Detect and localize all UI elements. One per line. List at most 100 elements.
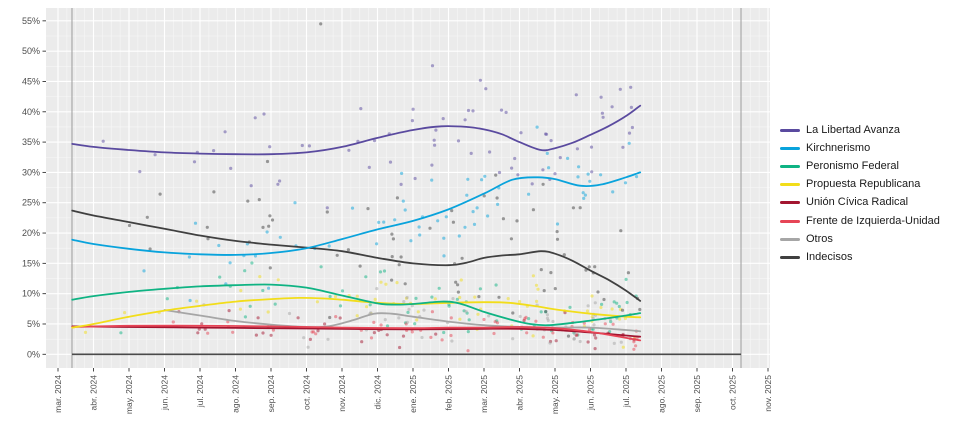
scatter-dot — [541, 335, 545, 339]
y-tick-label: 20% — [22, 228, 40, 238]
scatter-dot — [442, 330, 446, 335]
scatter-dot — [239, 289, 243, 293]
scatter-dot — [273, 302, 277, 306]
scatter-dot — [101, 139, 105, 143]
scatter-dot — [600, 111, 605, 115]
y-tick-label: 50% — [22, 46, 40, 56]
scatter-outlier-dot — [599, 95, 603, 99]
scatter-dot — [499, 108, 504, 112]
scatter-dot — [599, 173, 603, 177]
scatter-dot — [397, 316, 401, 320]
scatter-dot — [390, 278, 394, 282]
scatter-dot — [397, 263, 401, 267]
scatter-dot — [463, 118, 467, 122]
scatter-dot — [271, 328, 275, 332]
scatter-dot — [582, 196, 586, 200]
scatter-dot — [466, 108, 471, 113]
scatter-dot — [632, 340, 636, 344]
scatter-dot — [466, 177, 470, 181]
scatter-dot — [422, 308, 426, 312]
scatter-dot — [467, 318, 471, 322]
scatter-dot — [311, 330, 316, 334]
scatter-dot — [430, 295, 434, 299]
scatter-dot — [372, 139, 377, 143]
legend-entry-indecisos: Indecisos — [780, 248, 960, 266]
x-tick-label: ago. 2025 — [657, 375, 667, 413]
x-tick-label: jul. 2024 — [195, 375, 205, 408]
scatter-dot — [618, 317, 622, 321]
legend-swatch-ucr — [780, 201, 800, 205]
scatter-dot — [511, 311, 515, 315]
scatter-dot — [267, 286, 271, 290]
scatter-dot — [379, 323, 383, 327]
scatter-dot — [200, 322, 204, 326]
scatter-dot — [335, 253, 339, 257]
scatter-dot — [510, 166, 514, 170]
scatter-dot — [471, 210, 475, 214]
scatter-dot — [591, 316, 595, 320]
scatter-dot — [527, 317, 531, 321]
scatter-dot — [621, 345, 625, 349]
scatter-dot — [142, 269, 146, 273]
scatter-dot — [436, 219, 440, 223]
scatter-dot — [410, 119, 414, 123]
scatter-dot — [437, 286, 441, 290]
scatter-dot — [588, 179, 592, 183]
scatter-dot — [555, 222, 560, 226]
trend-line-k — [71, 171, 642, 256]
scatter-dot — [629, 105, 634, 109]
legend-entry-lla: La Libertad Avanza — [780, 121, 960, 139]
scatter-dot — [566, 156, 570, 160]
scatter-dot — [444, 215, 448, 219]
scatter-dot — [258, 275, 262, 279]
scatter-dot — [398, 345, 402, 350]
scatter-dot — [401, 334, 406, 338]
scatter-dot — [450, 339, 454, 343]
scatter-dot — [513, 156, 517, 161]
scatter-dot — [267, 224, 271, 228]
scatter-dot — [165, 297, 169, 301]
scatter-dot — [355, 314, 359, 318]
legend-label: Otros — [806, 232, 833, 245]
legend-swatch-otros — [780, 237, 800, 241]
scatter-dot — [257, 198, 261, 202]
scatter-dot — [535, 299, 539, 303]
scatter-dot — [400, 171, 404, 175]
scatter-dot — [432, 138, 436, 142]
scatter-dot — [573, 332, 577, 336]
scatter-dot — [539, 268, 543, 272]
scatter-dot — [338, 316, 342, 320]
scatter-dot — [589, 145, 594, 149]
scatter-dot — [231, 330, 235, 334]
scatter-dot — [390, 255, 394, 259]
scatter-dot — [519, 131, 523, 135]
chart-legend: La Libertad Avanza Kirchnerismo Peronismo … — [780, 121, 960, 267]
legend-swatch-indecisos — [780, 255, 800, 259]
scatter-dot — [618, 87, 622, 91]
scatter-dot — [590, 170, 594, 174]
scatter-dot — [623, 181, 628, 185]
scatter-dot — [609, 320, 613, 324]
scatter-dot — [434, 332, 438, 336]
scatter-dot — [405, 320, 409, 324]
scatter-dot — [266, 310, 270, 314]
scatter-dot — [562, 253, 566, 257]
scatter-dot — [619, 229, 623, 233]
scatter-dot — [623, 316, 628, 321]
scatter-dot — [193, 221, 198, 225]
scatter-dot — [369, 336, 374, 340]
scatter-dot — [410, 330, 414, 334]
scatter-dot — [261, 225, 265, 229]
scatter-dot — [328, 315, 332, 320]
scatter-dot — [506, 297, 510, 301]
scatter-dot — [610, 307, 614, 311]
scatter-dot — [382, 220, 386, 224]
plot-background — [46, 8, 770, 368]
scatter-dot — [340, 289, 345, 293]
scatter-dot — [488, 150, 492, 154]
scatter-outlier-dot — [466, 349, 470, 353]
scatter-dot — [626, 271, 631, 275]
scatter-dot — [314, 332, 318, 336]
scatter-dot — [347, 148, 351, 152]
